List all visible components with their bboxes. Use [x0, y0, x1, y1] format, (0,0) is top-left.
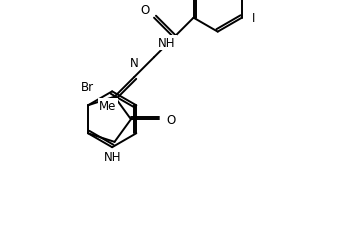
Text: O: O	[141, 4, 150, 17]
Text: N: N	[130, 57, 139, 70]
Text: Me: Me	[99, 99, 116, 112]
Text: O: O	[167, 113, 176, 126]
Text: NH: NH	[104, 150, 121, 163]
Text: NH: NH	[158, 37, 175, 50]
Text: I: I	[252, 12, 255, 25]
Text: Br: Br	[81, 81, 94, 94]
